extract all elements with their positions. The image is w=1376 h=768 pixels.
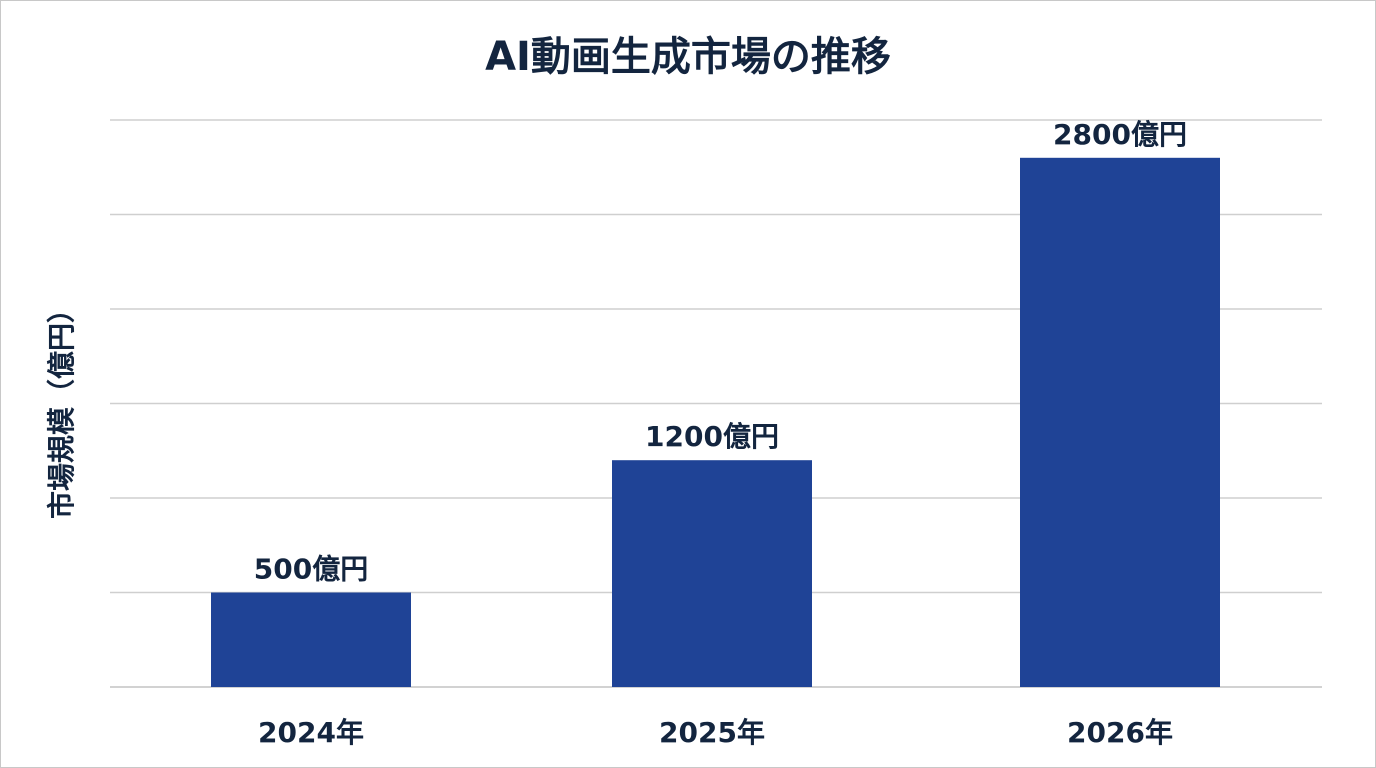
data-label-2: 1200億円 [645,420,779,453]
chart-title: AI動画生成市場の推移 [485,34,891,80]
x-tick-labels: 2024年 2025年 2026年 [258,716,1173,749]
x-tick-label-2: 2025年 [659,716,765,749]
data-label-3: 2800億円 [1053,118,1187,151]
data-labels: 500億円 1200億円 2800億円 [254,118,1187,586]
x-tick-label-1: 2024年 [258,716,364,749]
data-label-1: 500億円 [254,553,368,586]
bars [211,157,1220,688]
bar-3 [1020,157,1220,688]
bar-2 [612,460,812,687]
bar-1 [211,592,411,687]
x-tick-label-3: 2026年 [1067,716,1173,749]
